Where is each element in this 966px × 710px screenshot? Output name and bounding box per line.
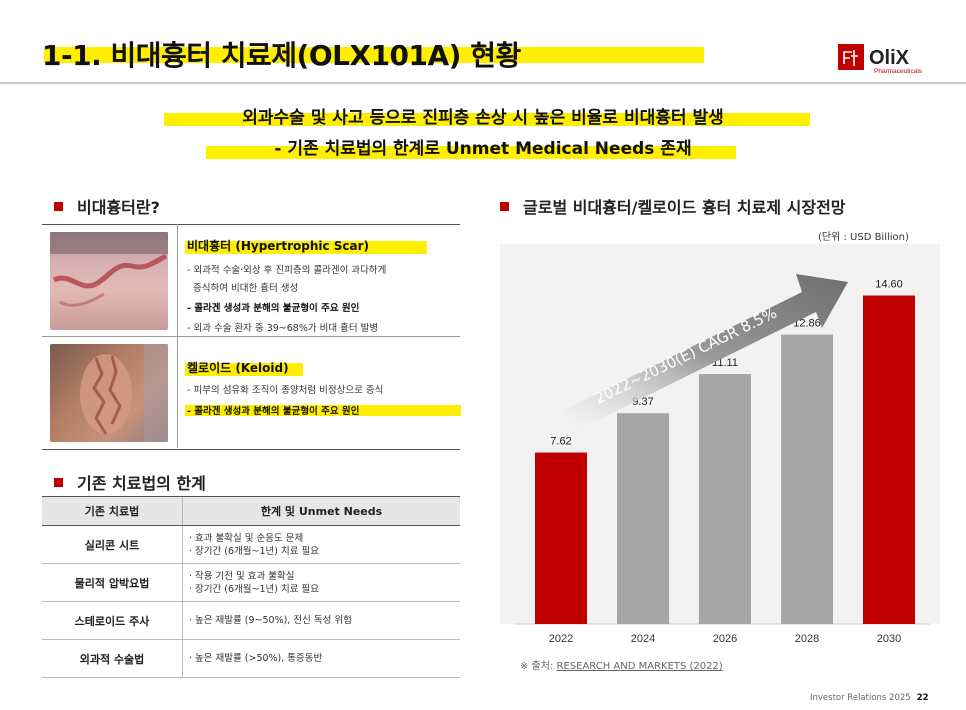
header-divider xyxy=(0,82,966,84)
definition-divider xyxy=(42,336,460,337)
treatment-limitation: · 높은 재발률 (9~50%), 전신 독성 위험 xyxy=(182,601,460,640)
x-tick-label-2028: 2028 xyxy=(795,633,819,645)
keloid-line: - 콜라겐 생성과 분해의 불균형이 주요 원인 xyxy=(187,406,360,417)
treatment-name: 스테로이드 주사 xyxy=(42,601,183,640)
market-bar-chart: 7.6220229.37202411.11202612.86202814.602… xyxy=(500,244,940,645)
keloid-photo xyxy=(50,344,168,442)
bullet-icon xyxy=(54,202,63,211)
treatment-name: 외과적 수술법 xyxy=(42,639,183,678)
hypertrophic-line: 증식하여 비대한 흉터 생성 xyxy=(187,283,299,294)
keloid-heading-highlight xyxy=(185,363,303,376)
title-highlight xyxy=(44,47,704,63)
x-tick-label-2022: 2022 xyxy=(549,633,573,645)
bar-2030 xyxy=(863,295,915,624)
bar-2022 xyxy=(535,452,587,624)
olix-logo: OliX Pharmaceuticals xyxy=(836,38,936,78)
limitations-table: 기존 치료법 한계 및 Unmet Needs 실리콘 시트 · 효과 불확실 … xyxy=(42,496,460,678)
treatment-name: 물리적 압박요법 xyxy=(42,563,183,602)
x-tick-label-2024: 2024 xyxy=(631,633,655,645)
treatment-limitation: · 효과 불확실 및 순응도 문제 · 장기간 (6개월~1년) 치료 필요 xyxy=(182,525,460,564)
definition-column-divider xyxy=(177,224,178,448)
x-tick-label-2030: 2030 xyxy=(877,633,901,645)
table-header-row: 기존 치료법 한계 및 Unmet Needs xyxy=(42,496,460,526)
keloid-line: - 피부의 섬유화 조직이 종양처럼 비정상으로 증식 xyxy=(187,385,384,396)
definition-box xyxy=(42,224,460,450)
hypertrophic-heading-highlight xyxy=(185,241,427,254)
page-title: 1-1. 비대흉터 치료제(OLX101A) 현황 xyxy=(42,39,521,72)
bullet-icon xyxy=(500,202,509,211)
keloid-line-highlight xyxy=(185,405,461,416)
hypertrophic-scar-photo xyxy=(50,232,168,330)
x-tick-label-2026: 2026 xyxy=(713,633,737,645)
chart-source: ※ 출처: RESEARCH AND MARKETS (2022) xyxy=(520,661,723,672)
value-label-2022: 7.62 xyxy=(550,436,571,448)
subtitle-highlight-1 xyxy=(164,113,810,126)
hypertrophic-heading: 비대흉터 (Hypertrophic Scar) xyxy=(187,239,370,253)
table-header: 기존 치료법 xyxy=(42,496,183,526)
footer: Investor Relations 2025 22 xyxy=(810,693,929,703)
table-row: 물리적 압박요법 · 작용 기전 및 효과 불확실 · 장기간 (6개월~1년) … xyxy=(42,563,460,602)
table-header: 한계 및 Unmet Needs xyxy=(182,496,460,526)
bullet-icon xyxy=(54,478,63,487)
page-number: 22 xyxy=(916,693,929,703)
bar-2026 xyxy=(699,374,751,624)
hypertrophic-line: - 외과 수술 환자 중 39~68%가 비대 흉터 발병 xyxy=(187,323,379,334)
bar-2024 xyxy=(617,413,669,624)
treatment-limitation: · 작용 기전 및 효과 불확실 · 장기간 (6개월~1년) 치료 필요 xyxy=(182,563,460,602)
hypertrophic-line: - 외과적 수술·외상 후 진피층의 콜라겐이 과다하게 xyxy=(187,265,387,276)
value-label-2028: 12.86 xyxy=(793,318,821,330)
subtitle-line-2: - 기존 치료법의 한계로 Unmet Medical Needs 존재 xyxy=(274,139,692,159)
treatment-limitation: · 높은 재발률 (>50%), 통증동반 xyxy=(182,639,460,678)
bar-2028 xyxy=(781,334,833,624)
subtitle-line-1: 외과수술 및 사고 등으로 진피층 손상 시 높은 비율로 비대흉터 발생 xyxy=(242,108,724,128)
section-title-chart: 글로벌 비대흉터/켈로이드 흉터 치료제 시장전망 xyxy=(500,194,846,218)
table-row: 외과적 수술법 · 높은 재발률 (>50%), 통증동반 xyxy=(42,639,460,678)
table-row: 스테로이드 주사 · 높은 재발률 (9~50%), 전신 독성 위험 xyxy=(42,601,460,640)
section-title-definition: 비대흉터란? xyxy=(54,194,160,218)
section-title-limitations: 기존 치료법의 한계 xyxy=(54,470,206,494)
subtitle-highlight-2 xyxy=(206,146,736,159)
logo-text: OliX xyxy=(869,47,910,69)
treatment-name: 실리콘 시트 xyxy=(42,525,183,564)
keloid-heading: 켈로이드 (Keloid) xyxy=(187,361,289,375)
table-row: 실리콘 시트 · 효과 불확실 및 순응도 문제 · 장기간 (6개월~1년) 치… xyxy=(42,525,460,564)
logo-subtext: Pharmaceuticals xyxy=(874,68,923,75)
chart-unit: (단위 : USD Billion) xyxy=(818,232,909,243)
value-label-2030: 14.60 xyxy=(875,279,903,291)
cagr-arrow-shape xyxy=(552,274,848,436)
hypertrophic-line: - 콜라겐 생성과 분해의 불균형이 주요 원인 xyxy=(187,303,360,314)
